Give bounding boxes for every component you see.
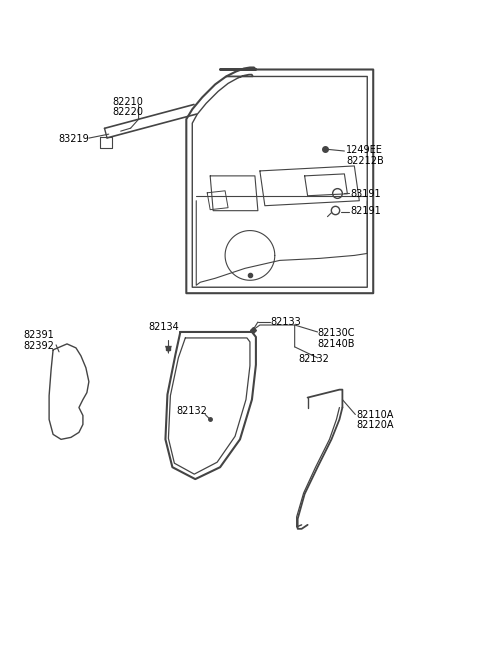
Text: 82210: 82210 bbox=[113, 98, 144, 107]
Text: 82140B: 82140B bbox=[318, 339, 355, 349]
Text: 1249EE: 1249EE bbox=[347, 145, 383, 155]
Text: 83191: 83191 bbox=[350, 189, 381, 199]
Text: 83219: 83219 bbox=[58, 134, 89, 144]
Text: 82220: 82220 bbox=[113, 107, 144, 117]
Text: 82132: 82132 bbox=[176, 405, 207, 415]
Text: 82133: 82133 bbox=[271, 317, 301, 327]
Text: 82392: 82392 bbox=[23, 341, 54, 351]
Text: 82191: 82191 bbox=[350, 206, 381, 215]
Text: 82120A: 82120A bbox=[356, 421, 394, 430]
Text: 82391: 82391 bbox=[23, 330, 54, 340]
Text: 82110A: 82110A bbox=[356, 409, 394, 419]
Text: 82132: 82132 bbox=[299, 354, 330, 364]
Text: 82134: 82134 bbox=[148, 322, 180, 332]
Text: 82130C: 82130C bbox=[318, 328, 355, 338]
Text: 82212B: 82212B bbox=[347, 156, 384, 166]
